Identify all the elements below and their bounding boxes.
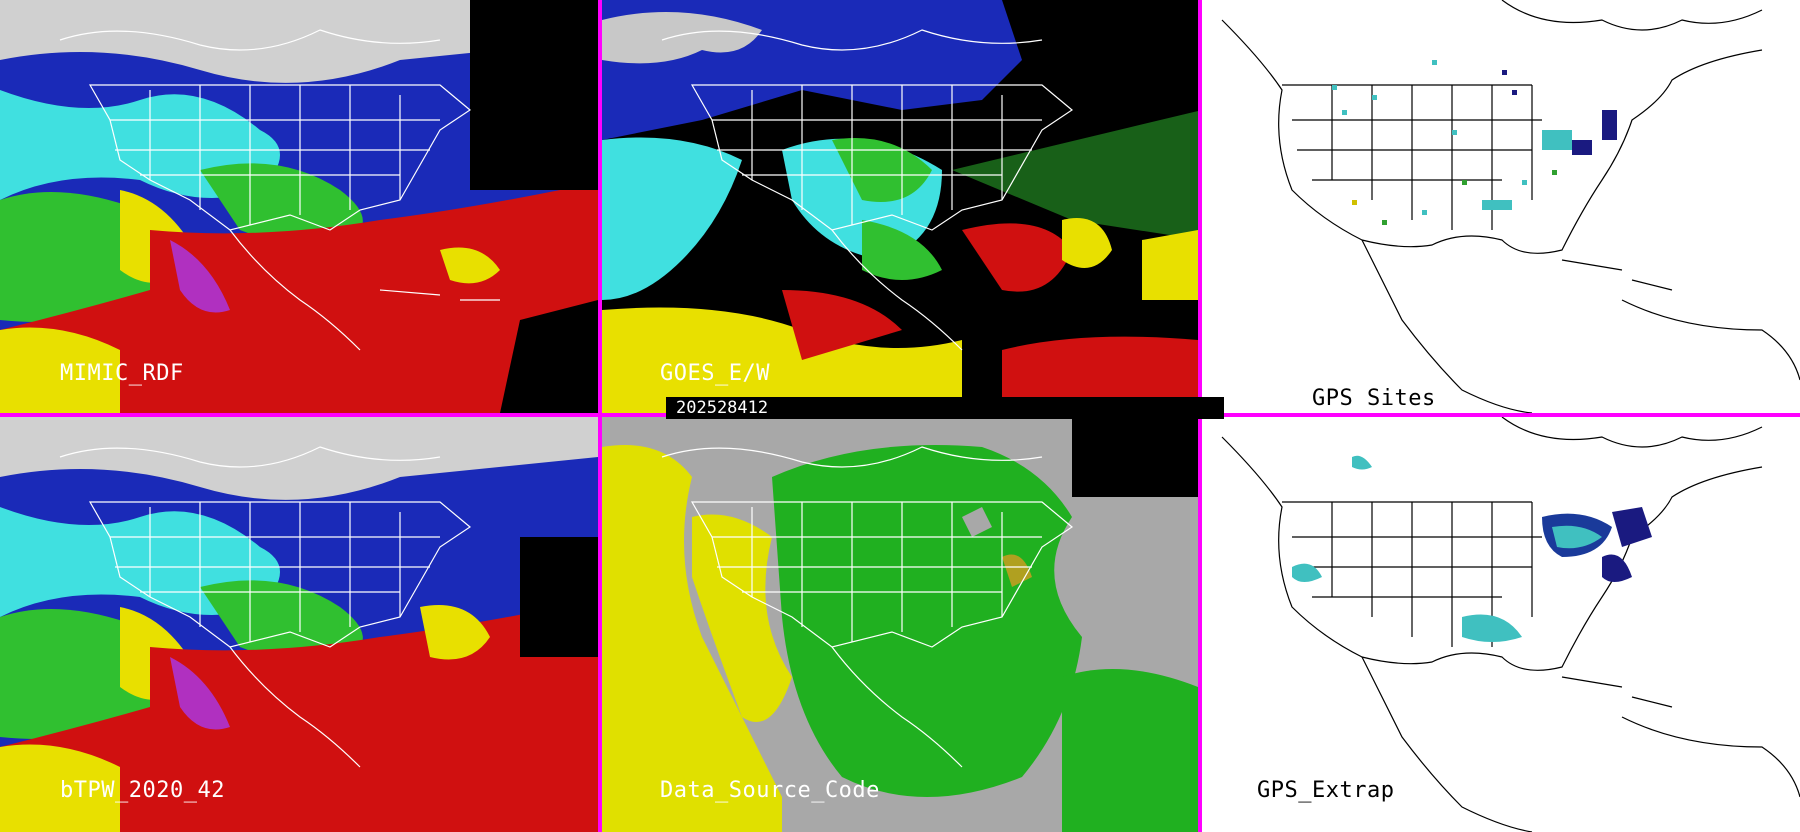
map-panel-gps-sites: GPS Sites 196 (1202, 0, 1800, 413)
outline-map-gps-extrap (1202, 417, 1800, 832)
map-panel-gps-extrap: GPS_Extrap (1202, 417, 1800, 832)
tpw-map-btpw (0, 417, 598, 832)
panel-label-gps-sites: GPS Sites 196 (1257, 361, 1436, 413)
tpw-map-mimic (0, 0, 598, 413)
map-panel-btpw: bTPW_2020_42 (0, 417, 598, 832)
panel-label-gps-extrap: GPS_Extrap (1257, 778, 1395, 803)
panel-label-goes-ew: GOES_E/W (660, 361, 770, 386)
gps-site-markers (1332, 60, 1617, 225)
outline-map-gps-sites (1202, 0, 1800, 413)
panel-label-data-source-code: Data_Source_Code (660, 778, 880, 803)
map-panel-data-source-code: Data_Source_Code (602, 417, 1198, 832)
gps-sites-count: 196 (1338, 411, 1379, 413)
panel-label-btpw: bTPW_2020_42 (60, 778, 225, 803)
map-panel-mimic-rdf: MIMIC_RDF (0, 0, 598, 413)
source-code-map (602, 417, 1198, 832)
map-panel-goes-ew: GOES_E/W (602, 0, 1198, 413)
satellite-map-goes (602, 0, 1198, 413)
gps-sites-title: GPS Sites (1311, 386, 1436, 411)
panel-label-mimic-rdf: MIMIC_RDF (60, 361, 184, 386)
timestamp-bar: 202528412 (666, 397, 1224, 419)
gps-extrap-regions (1292, 455, 1652, 642)
